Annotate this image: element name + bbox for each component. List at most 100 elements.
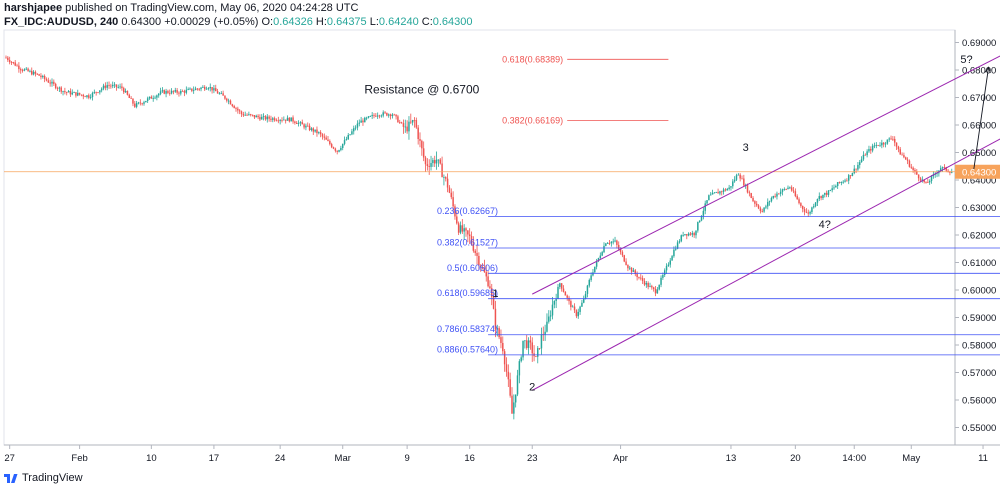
candle-body [928, 180, 931, 183]
candle-body [584, 293, 587, 299]
candle-body [754, 201, 756, 204]
candle-body [334, 148, 337, 151]
candle-body [389, 114, 392, 117]
candle-body [595, 261, 598, 267]
candle-body [820, 196, 822, 199]
candle-body [617, 244, 620, 250]
candle-body [242, 114, 245, 116]
candle-body [770, 197, 773, 202]
candle-body [527, 340, 530, 348]
candle-body [496, 328, 499, 330]
candle-body [638, 277, 640, 278]
candle-body [500, 337, 502, 343]
candle-body [341, 143, 344, 148]
candle-body [840, 181, 843, 183]
candle-body [468, 234, 471, 237]
candle-body [253, 115, 256, 118]
candle-body [406, 126, 408, 132]
candle-body [410, 121, 412, 123]
candle-body [54, 83, 57, 89]
candle-body [275, 120, 278, 122]
candle-body [472, 243, 475, 251]
candle-body [261, 116, 263, 120]
candle-body [842, 181, 844, 183]
candle-body [849, 175, 852, 177]
price-tick-label: 0.63000 [962, 203, 996, 214]
time-tick-label: 27 [4, 453, 15, 464]
current-price-tag [955, 164, 1000, 179]
candle-body [903, 155, 905, 158]
candle-body [645, 282, 648, 285]
candle-body [910, 166, 913, 168]
symbol-header: FX_IDC:AUDUSD, 240 0.64300 +0.00029 (+0.… [4, 16, 473, 28]
candle-body [870, 149, 872, 151]
candle-body [866, 151, 868, 156]
candle-body [170, 90, 173, 94]
candle-body [185, 89, 188, 93]
candle-body [10, 62, 13, 63]
candle-body [417, 127, 419, 140]
candle-body [93, 91, 96, 93]
candle-body [284, 119, 287, 121]
close-value: 0.64300 [432, 16, 473, 28]
candle-body [367, 116, 370, 118]
candle-body [399, 122, 401, 124]
wave-annotation: 3 [743, 142, 749, 154]
candle-body [827, 190, 830, 195]
candle-body [548, 316, 550, 322]
candle-body [307, 125, 309, 127]
candle-body [266, 116, 269, 120]
candle-body [358, 122, 361, 124]
candle-body [283, 119, 285, 121]
candle-body [713, 192, 716, 194]
candle-body [301, 122, 303, 125]
candle-body [551, 304, 554, 316]
candle-body [560, 283, 563, 289]
publish-text: published on TradingView.com, May 06, 20… [65, 2, 359, 14]
candle-body [312, 128, 315, 132]
candle-body [616, 240, 618, 245]
candle-body [369, 116, 372, 117]
tradingview-logo-icon [4, 473, 18, 483]
candle-body [489, 286, 491, 289]
candle-body [678, 241, 681, 243]
candle-body [270, 118, 272, 120]
candle-body [148, 96, 151, 99]
candle-body [640, 277, 642, 279]
candle-body [38, 74, 40, 76]
time-tick-label: 11 [978, 453, 988, 464]
candle-body [601, 252, 603, 256]
candle-body [467, 230, 469, 235]
candle-body [100, 88, 103, 91]
candle-body [229, 100, 232, 105]
candle-body [772, 196, 775, 198]
candle-body [632, 270, 635, 272]
high-value: 0.64375 [326, 16, 367, 28]
candle-body [491, 288, 493, 297]
candle-body [835, 185, 837, 188]
close-label: C: [421, 16, 433, 28]
price-tick-label: 0.60000 [962, 286, 996, 297]
candle-body [351, 131, 353, 135]
candle-body [329, 141, 331, 145]
candle-body [577, 311, 579, 317]
tradingview-logo[interactable]: TradingView [4, 472, 83, 484]
candle-body [759, 208, 762, 212]
candle-body [923, 179, 925, 183]
candle-body [419, 139, 421, 141]
price-tick-label: 0.56000 [962, 396, 996, 407]
candle-body [220, 93, 223, 95]
high-label: H: [315, 16, 327, 28]
time-tick-label: Apr [613, 453, 628, 464]
candle-body [503, 351, 506, 365]
candle-body [741, 178, 743, 180]
candle-body [73, 92, 75, 94]
candle-body [689, 233, 692, 235]
candle-body [356, 123, 359, 128]
candle-body [535, 356, 537, 358]
author-name[interactable]: harshjapee [4, 2, 63, 14]
candle-body [459, 225, 462, 233]
low-value: 0.64240 [378, 16, 419, 28]
candle-body [415, 120, 418, 128]
